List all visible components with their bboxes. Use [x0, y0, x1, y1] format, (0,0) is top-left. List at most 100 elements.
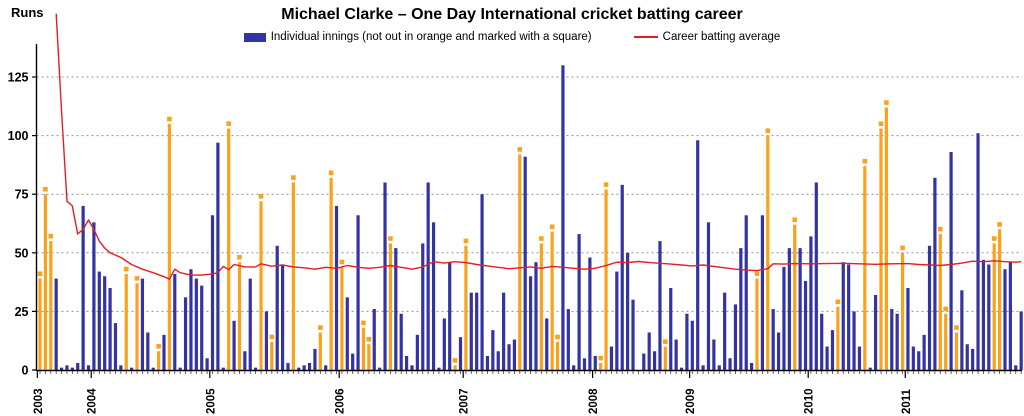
innings-bar: [545, 318, 549, 370]
innings-bar: [394, 248, 398, 370]
innings-bar: [200, 285, 204, 370]
innings-bar: [378, 367, 382, 370]
innings-bar: [820, 313, 824, 370]
innings-bar: [572, 365, 576, 370]
innings-bar: [723, 292, 727, 370]
y-tick-label: 100: [8, 129, 29, 143]
innings-bar: [884, 107, 888, 371]
year-label: 2007: [459, 388, 471, 414]
innings-bar: [528, 276, 533, 370]
innings-bar: [997, 229, 1002, 370]
innings-bar: [933, 177, 937, 370]
legend-item-innings: Individual innings (not out in orange an…: [243, 31, 592, 43]
innings-bar: [81, 205, 85, 370]
innings-bar: [162, 334, 166, 370]
not-out-marker: [156, 344, 161, 349]
not-out-marker: [258, 194, 264, 199]
innings-bar: [318, 332, 322, 370]
innings-bar: [798, 248, 802, 370]
innings-bar: [793, 224, 797, 370]
innings-bar: [146, 332, 150, 370]
not-out-marker: [549, 224, 555, 230]
innings-bar: [410, 365, 414, 370]
innings-bar: [555, 341, 560, 370]
not-out-marker: [339, 259, 345, 265]
innings-bar: [803, 280, 808, 370]
innings-bar: [550, 231, 554, 370]
innings-bar: [130, 367, 134, 370]
innings-bar: [59, 367, 64, 370]
innings-bar: [1008, 262, 1012, 370]
innings-bar: [216, 142, 220, 370]
innings-bar: [65, 365, 69, 370]
innings-bar: [539, 243, 543, 370]
innings-bar: [383, 182, 387, 370]
innings-bar: [49, 241, 53, 370]
innings-bar: [70, 367, 74, 370]
not-out-marker: [37, 271, 43, 276]
innings-bar: [523, 156, 527, 370]
not-out-marker: [388, 236, 393, 241]
innings-bar: [496, 351, 500, 370]
innings-bar: [895, 313, 899, 370]
innings-bar: [227, 128, 231, 370]
year-label: 2004: [87, 388, 99, 414]
not-out-marker: [43, 187, 48, 192]
innings-bar: [512, 339, 517, 370]
innings-bar: [399, 313, 403, 370]
innings-bar: [183, 297, 188, 370]
innings-bar: [604, 189, 608, 370]
innings-bar: [97, 271, 101, 370]
not-out-marker: [997, 222, 1002, 227]
innings-bar: [987, 264, 991, 370]
innings-bar: [275, 245, 279, 370]
not-out-marker: [792, 217, 798, 223]
innings-bar: [944, 313, 948, 370]
innings-bar: [652, 351, 657, 370]
innings-bar: [442, 318, 446, 370]
not-out-marker: [269, 334, 275, 340]
innings-bar: [642, 353, 646, 370]
innings-bar: [86, 365, 91, 370]
innings-bar: [119, 365, 123, 370]
not-out-marker: [48, 233, 54, 239]
not-out-marker: [937, 226, 943, 232]
innings-bar: [626, 252, 630, 370]
innings-bar: [124, 273, 128, 370]
not-out-marker: [134, 276, 140, 281]
innings-bar: [237, 262, 242, 370]
innings-bar: [841, 262, 845, 370]
innings-bar: [679, 367, 684, 370]
innings-bar: [852, 311, 856, 370]
innings-bar: [518, 154, 522, 370]
innings-bar: [685, 313, 689, 370]
innings-bar: [103, 276, 107, 370]
not-out-marker: [318, 325, 323, 330]
innings-bar: [609, 346, 614, 370]
innings-bar: [566, 309, 570, 370]
legend-average-label: Career batting average: [662, 31, 781, 43]
innings-bar: [270, 341, 274, 370]
innings-bar: [599, 362, 603, 370]
innings-bar: [194, 278, 198, 370]
y-tick-label: 25: [15, 305, 29, 319]
year-label: 2008: [588, 388, 600, 414]
innings-bar: [577, 234, 581, 370]
innings-bar: [437, 367, 441, 370]
chart-title: Michael Clarke – One Day International c…: [281, 6, 743, 23]
innings-swatch-icon: [243, 32, 266, 42]
innings-bar: [971, 348, 975, 370]
not-out-marker: [539, 236, 544, 241]
not-out-marker: [991, 236, 997, 241]
innings-bar: [140, 278, 145, 370]
innings-bar: [431, 222, 436, 370]
career-average-line: [55, 13, 1022, 280]
innings-bar: [421, 243, 425, 370]
innings-bar: [561, 65, 565, 370]
innings-bar: [927, 245, 932, 370]
not-out-marker: [862, 158, 868, 164]
innings-bar: [712, 339, 716, 370]
not-out-marker: [328, 170, 334, 176]
innings-bar: [782, 266, 786, 370]
innings-bar: [297, 367, 301, 370]
